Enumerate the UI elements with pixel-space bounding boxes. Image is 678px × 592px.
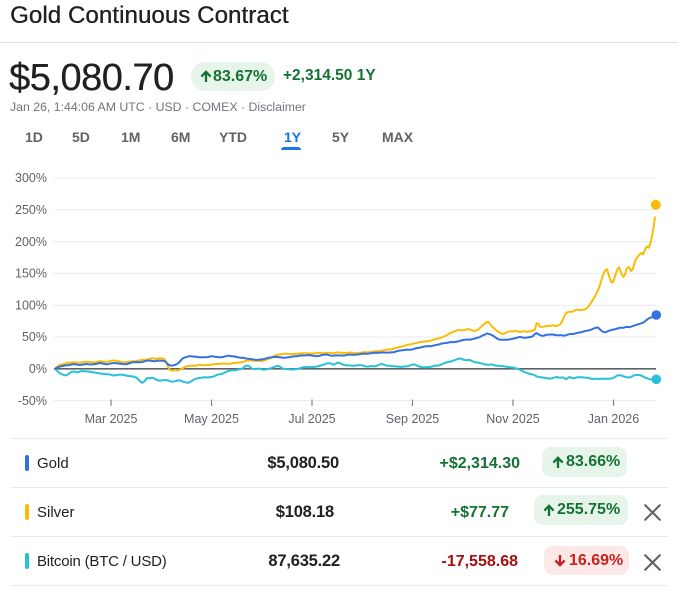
svg-text:50%: 50%	[22, 330, 47, 344]
svg-text:Jul 2025: Jul 2025	[288, 412, 335, 426]
svg-text:Nov 2025: Nov 2025	[486, 412, 540, 426]
svg-text:150%: 150%	[15, 267, 47, 281]
svg-text:Jan 2026: Jan 2026	[588, 412, 639, 426]
svg-text:Mar 2025: Mar 2025	[85, 412, 138, 426]
svg-text:100%: 100%	[15, 298, 47, 312]
svg-text:200%: 200%	[15, 235, 47, 249]
svg-text:Sep 2025: Sep 2025	[386, 412, 440, 426]
svg-text:300%: 300%	[15, 171, 47, 185]
svg-text:0%: 0%	[29, 362, 47, 376]
svg-text:-50%: -50%	[18, 394, 47, 408]
svg-text:250%: 250%	[15, 203, 47, 217]
svg-text:May 2025: May 2025	[184, 412, 239, 426]
